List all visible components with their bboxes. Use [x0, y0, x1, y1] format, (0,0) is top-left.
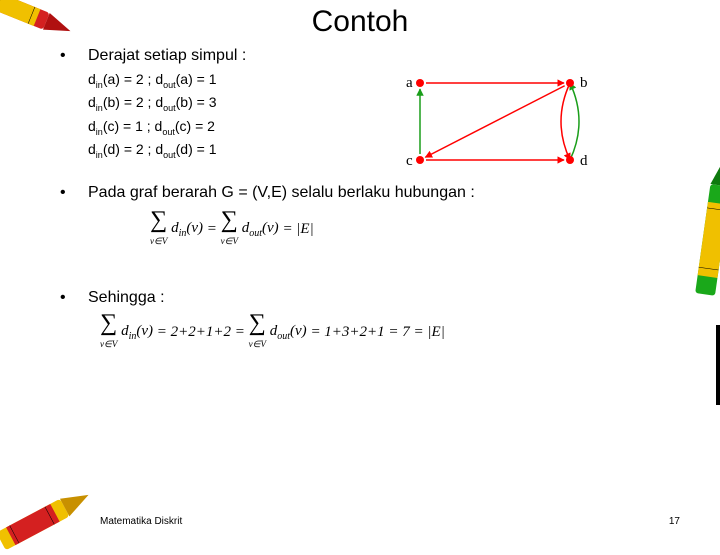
bullet-2: • Pada graf berarah G = (V,E) selalu ber… [60, 184, 680, 202]
crayon-green [688, 155, 720, 335]
svg-text:c: c [406, 153, 413, 169]
bullet-1-text: Derajat setiap simpul : [88, 47, 680, 65]
ruler-edge [716, 325, 720, 405]
page-title: Contoh [0, 5, 720, 39]
footer-right: 17 [669, 516, 680, 527]
bullet-2-text: Pada graf berarah G = (V,E) selalu berla… [88, 184, 680, 202]
bullet-3: • Sehingga : [60, 289, 680, 307]
svg-text:b: b [580, 75, 588, 91]
footer-left: Matematika Diskrit [100, 516, 182, 527]
bullet-1: • Derajat setiap simpul : [60, 47, 680, 65]
bullet-3-text: Sehingga : [88, 289, 680, 307]
svg-text:a: a [406, 75, 413, 91]
footer: Matematika Diskrit 17 [100, 516, 680, 527]
formula-instance: ∑v∈V din(v) = 2+2+1+2 = ∑v∈V dout(v) = 1… [100, 313, 680, 352]
formula-general: ∑v∈V din(v) = ∑v∈V dout(v) = |E| [150, 210, 680, 249]
directed-graph: a b c d [400, 65, 620, 185]
crayon-red [0, 0, 90, 45]
svg-text:d: d [580, 153, 588, 169]
crayon-yellow [0, 485, 112, 555]
